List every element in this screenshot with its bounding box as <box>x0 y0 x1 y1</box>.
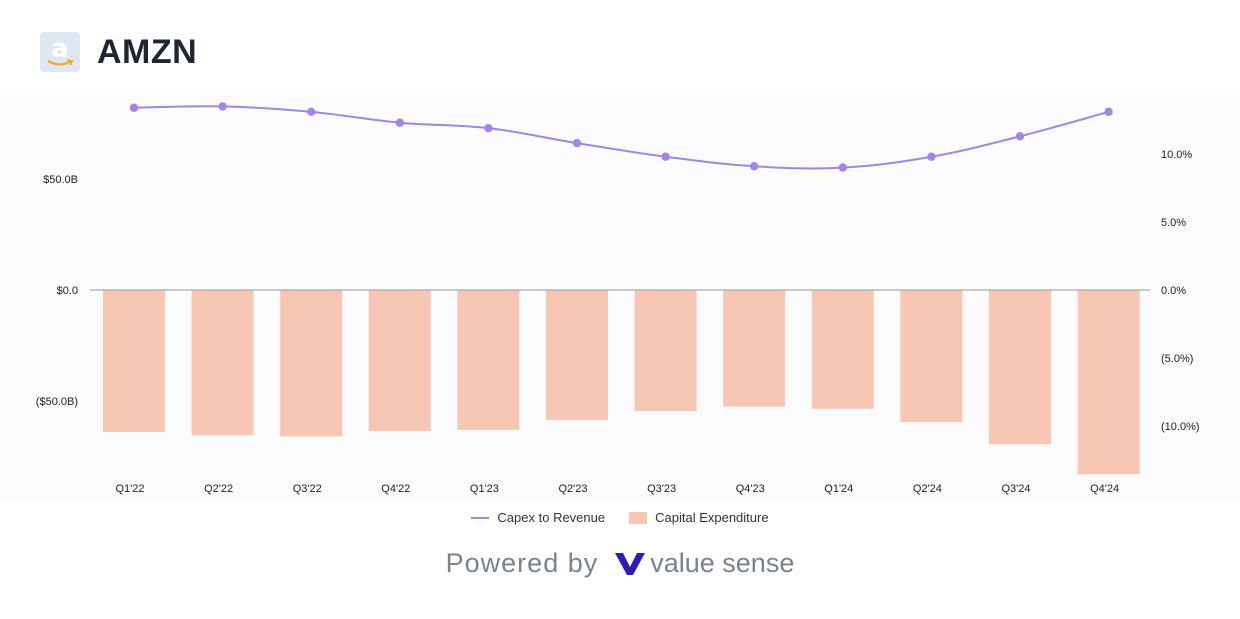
capex-bar <box>280 290 343 437</box>
brand-name: value sense <box>650 548 795 578</box>
right-axis-tick-label: (5.0%) <box>1161 353 1193 365</box>
legend-item-bar[interactable]: Capital Expenditure <box>629 510 769 525</box>
x-axis-tick-label: Q3'24 <box>1001 483 1030 495</box>
x-axis-tick-label: Q3'23 <box>647 483 676 495</box>
capex-chart: $50.0B $0.0 ($50.0B) 10.0% 5.0% 0.0% (5.0%) (1… <box>0 95 1240 500</box>
line-point <box>307 107 316 117</box>
amazon-logo-icon: a <box>40 32 80 72</box>
capex-bar <box>989 290 1051 445</box>
capex-bar <box>900 290 963 423</box>
left-axis-tick-label: ($50.0B) <box>36 396 78 408</box>
line-point <box>838 163 847 172</box>
value-sense-v-icon <box>615 552 646 575</box>
legend-line-label: Capex to Revenue <box>497 510 606 525</box>
amazon-logo-letter: a <box>51 34 69 64</box>
right-axis-tick-label: 10.0% <box>1161 149 1192 161</box>
x-axis-tick-label: Q4'24 <box>1090 483 1119 495</box>
bar-series <box>103 290 1140 475</box>
line-point <box>129 103 139 112</box>
left-axis: $50.0B $0.0 ($50.0B) <box>36 174 78 408</box>
capex-bar <box>1077 290 1140 475</box>
right-axis-tick-label: (10.0%) <box>1161 421 1200 433</box>
ticker-symbol: AMZN <box>97 32 198 71</box>
line-point <box>395 118 404 127</box>
line-point <box>750 162 759 171</box>
line-point <box>661 152 670 161</box>
line-point <box>484 123 493 133</box>
x-axis-tick-label: Q4'22 <box>381 483 410 495</box>
x-axis-tick-label: Q1'24 <box>824 483 853 495</box>
plot-background <box>0 95 1240 500</box>
x-axis-tick-label: Q2'23 <box>558 483 587 495</box>
x-axis-tick-label: Q3'22 <box>293 483 322 495</box>
powered-by-text: Powered by <box>445 548 599 578</box>
capex-bar <box>723 290 786 407</box>
capex-bar <box>103 290 165 433</box>
x-axis-tick-label: Q1'22 <box>115 483 144 495</box>
x-axis-tick-label: Q4'23 <box>736 483 765 495</box>
amazon-smile-icon <box>47 59 73 66</box>
right-axis-tick-label: 5.0% <box>1161 217 1186 229</box>
legend-bar-label: Capital Expenditure <box>655 510 769 525</box>
capex-bar <box>457 290 520 430</box>
line-point <box>218 102 227 111</box>
left-axis-tick-label: $0.0 <box>57 285 78 297</box>
legend-bar-swatch <box>629 511 648 524</box>
x-axis-tick-label: Q2'24 <box>913 483 942 495</box>
line-point <box>572 138 582 148</box>
line-point <box>927 152 936 161</box>
x-axis: Q1'22 Q2'22 Q3'22 Q4'22 Q1'23 Q2'23 Q3'23 Q4'23… <box>115 483 1119 495</box>
legend: Capex to Revenue Capital Expenditure <box>0 510 1240 525</box>
capex-bar <box>546 290 608 420</box>
x-axis-tick-label: Q1'23 <box>470 483 499 495</box>
legend-item-line[interactable]: Capex to Revenue <box>471 510 605 525</box>
line-point <box>1104 107 1113 117</box>
left-axis-tick-label: $50.0B <box>43 174 78 186</box>
line-points <box>129 102 1113 172</box>
line-point <box>1015 132 1025 141</box>
capex-bar <box>368 290 431 431</box>
capex-bar <box>811 290 874 409</box>
right-axis-tick-label: 0.0% <box>1161 285 1186 297</box>
capex-bar <box>634 290 697 411</box>
right-axis: 10.0% 5.0% 0.0% (5.0%) (10.0%) <box>1161 149 1200 433</box>
powered-by-footer: Powered by value sense <box>0 548 1240 579</box>
x-axis-tick-label: Q2'22 <box>204 483 233 495</box>
capex-bar <box>191 290 254 436</box>
legend-line-swatch <box>471 516 490 519</box>
header: a AMZN <box>40 32 197 72</box>
capex-to-revenue-line <box>133 105 1109 170</box>
brand-link[interactable]: value sense <box>614 548 794 579</box>
